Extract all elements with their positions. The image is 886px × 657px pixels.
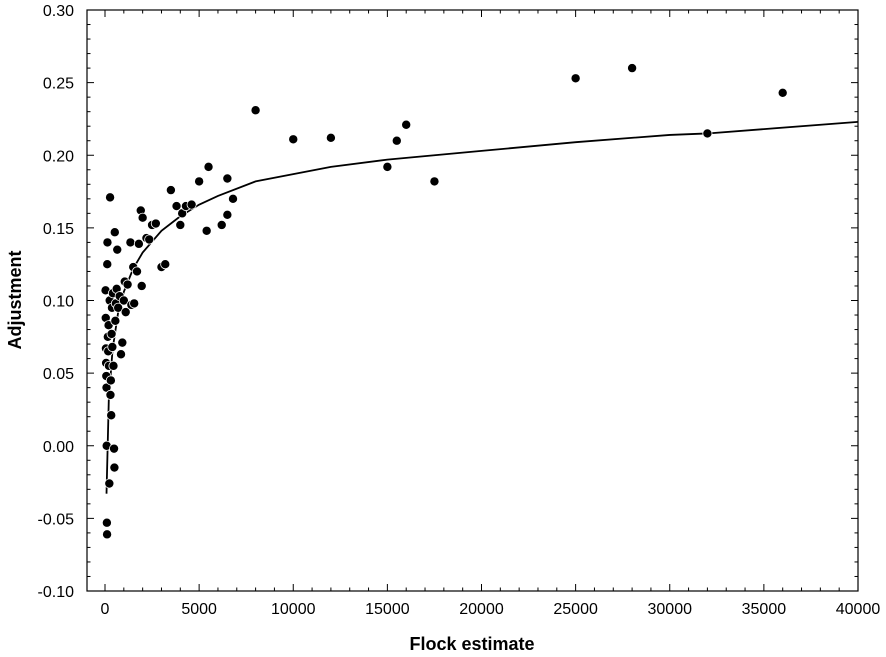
y-tick-label: 0.30 (43, 3, 74, 20)
data-point (106, 410, 117, 421)
data-points (100, 63, 788, 540)
x-tick-label: 15000 (365, 601, 410, 618)
data-point (129, 298, 140, 309)
data-point (117, 337, 128, 348)
data-point (288, 134, 299, 145)
y-tick-label: 0.20 (43, 148, 74, 165)
data-point (194, 176, 205, 187)
data-point (102, 259, 113, 270)
data-point (109, 227, 120, 238)
data-point (137, 212, 148, 223)
data-point (109, 462, 120, 473)
data-point (107, 341, 118, 352)
x-tick-label: 0 (101, 601, 110, 618)
data-point (222, 173, 233, 184)
y-tick-label: 0.25 (43, 76, 74, 93)
fit-curve-line (105, 120, 859, 494)
data-point (627, 63, 638, 74)
data-point (125, 237, 136, 248)
data-point (106, 328, 117, 339)
data-point (109, 443, 120, 454)
data-point (228, 193, 239, 204)
data-point (131, 266, 142, 277)
y-tick-label: 0.00 (43, 439, 74, 456)
data-point (201, 225, 212, 236)
data-point (150, 218, 161, 229)
x-axis-title: Flock estimate (409, 634, 534, 654)
data-point (186, 199, 197, 210)
data-point (102, 237, 113, 248)
x-axis-ticks: 0 5000 10000 15000 20000 25000 30000 35000 40000 (101, 10, 881, 618)
data-point (101, 517, 112, 528)
data-point (401, 119, 412, 130)
data-point (110, 315, 121, 326)
x-tick-label: 40000 (836, 601, 881, 618)
data-point (102, 529, 113, 540)
data-point (144, 234, 155, 245)
data-point (160, 259, 171, 270)
x-tick-label: 5000 (181, 601, 217, 618)
data-point (118, 295, 129, 306)
data-point (113, 302, 124, 313)
plot-frame (86, 9, 859, 592)
data-point (120, 307, 131, 318)
x-tick-label: 10000 (271, 601, 316, 618)
data-point (105, 389, 116, 400)
data-point (702, 128, 713, 139)
data-point (133, 238, 144, 249)
y-axis-title: Adjustment (5, 250, 25, 349)
data-point (325, 132, 336, 143)
data-point (570, 73, 581, 84)
data-point (222, 209, 233, 220)
data-point (112, 244, 123, 255)
y-tick-label: 0.10 (43, 294, 74, 311)
x-tick-label: 20000 (459, 601, 504, 618)
data-point (175, 219, 186, 230)
data-point (250, 105, 261, 116)
data-point (382, 161, 393, 172)
data-point (116, 349, 127, 360)
x-tick-label: 35000 (742, 601, 787, 618)
data-point (203, 161, 214, 172)
data-point (105, 192, 116, 203)
data-point (165, 185, 176, 196)
data-point (105, 375, 116, 386)
data-point (777, 87, 788, 98)
x-tick-label: 30000 (648, 601, 693, 618)
data-point (122, 279, 133, 290)
y-tick-label: 0.15 (43, 221, 74, 238)
data-point (136, 280, 147, 291)
data-point (391, 135, 402, 146)
y-tick-label: 0.05 (43, 366, 74, 383)
fit-curve-layer (105, 120, 859, 494)
data-point (429, 176, 440, 187)
data-point (108, 360, 119, 371)
minor-ticks (87, 10, 858, 591)
data-point (216, 219, 227, 230)
x-tick-label: 25000 (553, 601, 598, 618)
y-axis-ticks: -0.10 -0.05 0.00 0.05 0.10 0.15 0.20 0.25 0.30 (38, 3, 858, 601)
data-point (104, 478, 115, 489)
y-tick-label: -0.05 (38, 511, 75, 528)
y-tick-label: -0.10 (38, 584, 75, 601)
